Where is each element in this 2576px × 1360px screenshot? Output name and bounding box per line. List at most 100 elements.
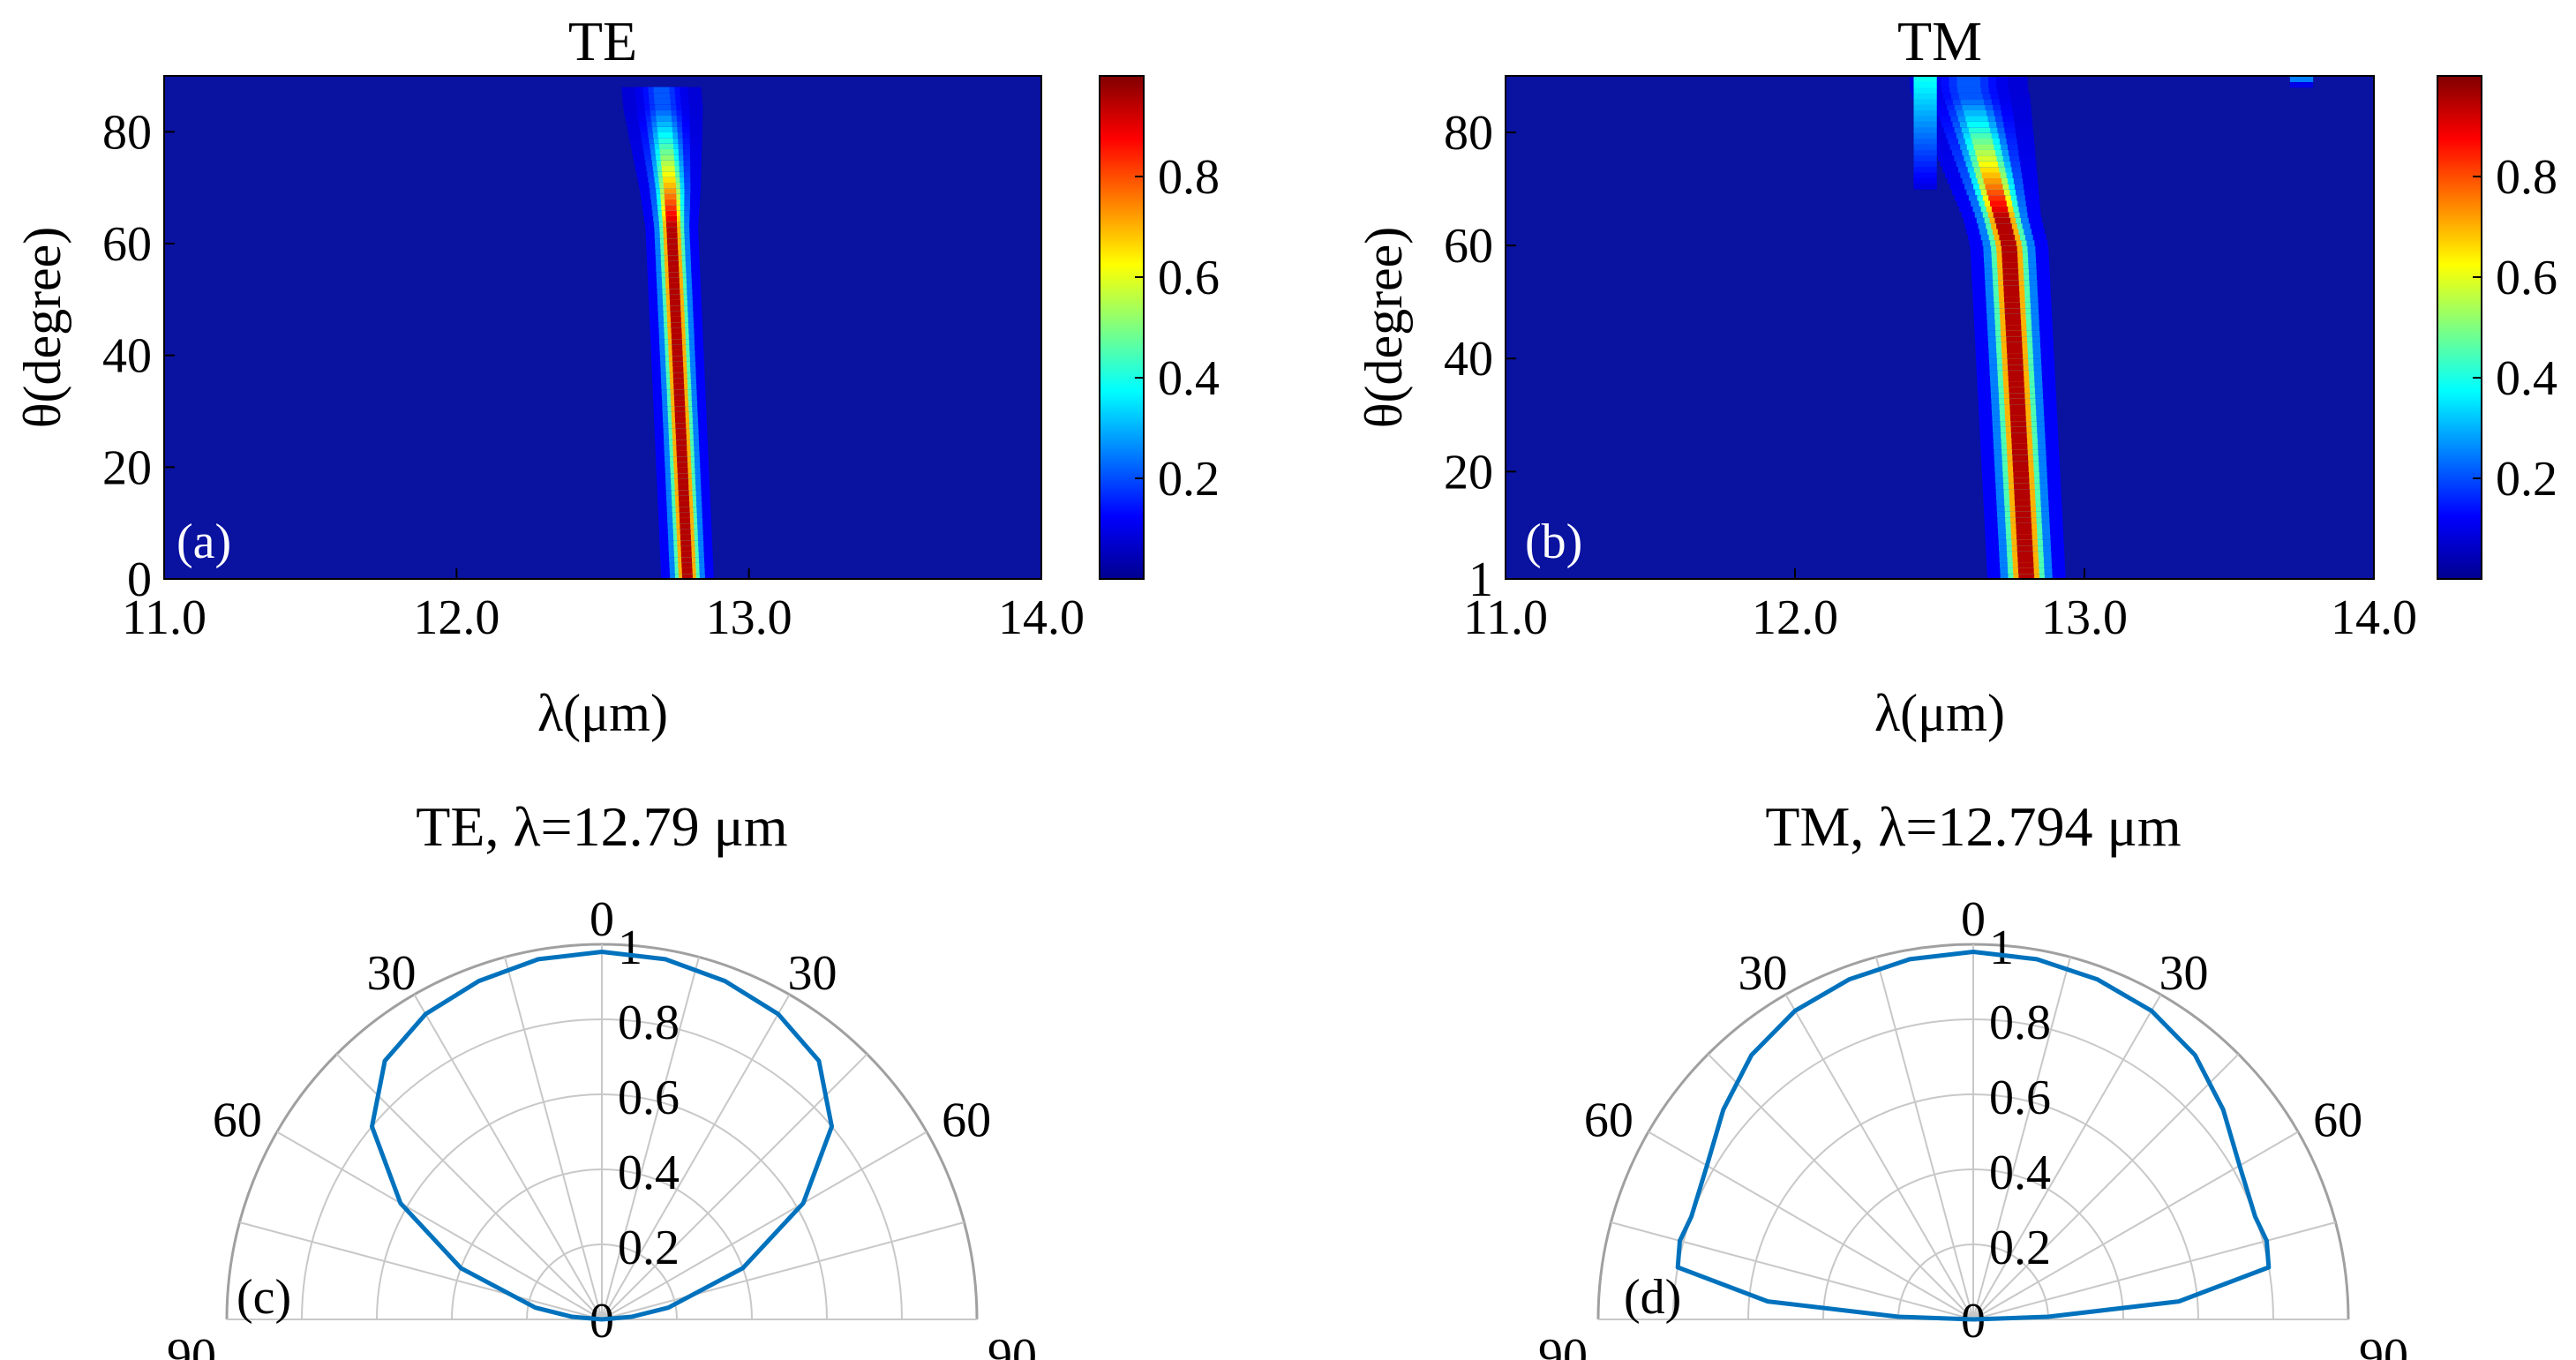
colorbar-tick-label: 0.8 xyxy=(1158,150,1220,205)
heatmap-cell xyxy=(653,86,670,94)
angle-tick-label: 90 xyxy=(2359,1329,2408,1360)
polar-grid-spoke xyxy=(1972,1131,2299,1320)
heatmap-cell xyxy=(2001,251,2018,258)
heatmap-cell xyxy=(1960,98,1985,105)
heatmap-cell xyxy=(1988,194,2006,201)
heatmap-cell xyxy=(1913,98,1937,105)
heatmap-cell xyxy=(669,282,680,289)
heatmap-cell xyxy=(656,115,672,122)
polar-grid-spoke xyxy=(1784,994,1974,1320)
heatmap-cell xyxy=(2009,409,2026,416)
heatmap-cell xyxy=(673,383,685,390)
heatmap-cell xyxy=(2009,403,2026,410)
heatmap-cell xyxy=(668,266,680,273)
heatmap-cell xyxy=(672,355,683,362)
heatmap-cell xyxy=(666,227,678,233)
heatmap-cell xyxy=(680,529,691,535)
x-tick-label: 11.0 xyxy=(122,590,207,645)
polar-grid-spoke xyxy=(1972,957,2071,1320)
chart-title: TM xyxy=(1897,10,1982,72)
axis-ticks: 11.0 12.0 13.0 14.0 0 20 40 60 80 xyxy=(102,105,1085,645)
heatmap-cell xyxy=(2018,573,2035,579)
heatmap-cell xyxy=(1913,126,1937,133)
heatmap-cell xyxy=(2289,81,2314,88)
heatmap-cell xyxy=(2289,76,2314,83)
heatmap-cell xyxy=(673,378,684,384)
polar-grid-spoke xyxy=(1875,957,1974,1320)
heatmap-cell xyxy=(1964,109,1986,116)
heatmap-cell xyxy=(670,316,681,323)
heatmap-cell xyxy=(665,199,677,206)
heatmap-cell xyxy=(2012,460,2029,467)
heatmap-cell xyxy=(657,120,672,127)
polar-grid-spoke xyxy=(1648,1131,1974,1320)
heatmap-cell xyxy=(680,545,692,552)
heatmap-cell xyxy=(2008,370,2024,376)
colorbar-tick-label: 0.4 xyxy=(1158,351,1220,406)
polar-grid-spoke xyxy=(601,1221,965,1320)
plot-frame xyxy=(163,75,1042,580)
heatmap-cell xyxy=(680,539,692,546)
heatmap-cell xyxy=(2001,239,2016,246)
radial-tick-label: 0.4 xyxy=(618,1146,680,1200)
heatmap-cell xyxy=(654,93,671,99)
heatmap-cell xyxy=(675,428,687,434)
colorbar-tick-label: 0.6 xyxy=(2496,251,2557,305)
heatmap-cell xyxy=(1913,115,1937,122)
radial-tick-label: 0.8 xyxy=(618,996,680,1050)
heatmap-cell xyxy=(667,249,679,256)
heatmap-cell xyxy=(677,462,688,468)
angle-tick-label: 60 xyxy=(213,1093,262,1148)
heatmap-cell xyxy=(2018,567,2034,575)
colorbar xyxy=(2437,75,2482,580)
heatmap-cell xyxy=(2015,500,2031,507)
heatmap-cell xyxy=(659,143,674,149)
heatmap-cell xyxy=(675,417,686,424)
heatmap-cell xyxy=(1913,143,1937,150)
heatmap-cell xyxy=(2006,342,2023,348)
heatmap-cell xyxy=(661,160,675,166)
polar-grid-spoke xyxy=(601,994,791,1320)
heatmap-cell xyxy=(681,562,693,568)
heatmap-cell xyxy=(679,495,689,501)
radial-tick-label: 1 xyxy=(618,920,642,975)
heatmap-cell xyxy=(676,439,687,446)
heatmap-cell xyxy=(665,210,677,216)
heatmap-cell xyxy=(679,500,690,507)
radial-tick-label: 0.6 xyxy=(1989,1071,2051,1125)
heatmap-cell xyxy=(2013,471,2030,478)
colorbar-tick-label: 0.2 xyxy=(2496,452,2557,507)
angle-tick-label: 90 xyxy=(1538,1329,1588,1360)
polar-series-line xyxy=(370,950,834,1322)
y-tick-label: 40 xyxy=(1444,332,1493,387)
heatmap-cell xyxy=(1913,138,1937,145)
heatmap-cell xyxy=(2003,279,2019,286)
heatmap-cell xyxy=(2009,392,2025,399)
y-tick-label: 80 xyxy=(1444,106,1493,161)
heatmap-cell xyxy=(1913,171,1937,178)
y-tick-label: 20 xyxy=(102,440,152,495)
polar-grid-spoke xyxy=(1707,1053,1974,1320)
heatmap-cell xyxy=(2010,426,2027,433)
radial-tick-label: 0.8 xyxy=(1989,996,2051,1050)
heatmap-peak xyxy=(621,86,714,579)
heatmap-cell xyxy=(663,182,676,189)
heatmap-peak xyxy=(1909,76,2314,579)
heatmap-cell xyxy=(2017,561,2034,568)
heatmap-cell xyxy=(1999,234,2016,241)
heatmap-cell xyxy=(2011,432,2027,439)
angle-tick-label: 90 xyxy=(988,1329,1037,1360)
heatmap-cell xyxy=(2004,307,2021,314)
y-tick-label: 60 xyxy=(1444,219,1493,274)
polar-grid-spoke xyxy=(601,1053,868,1320)
heatmap-cell xyxy=(666,237,678,244)
radial-tick-label: 0.6 xyxy=(618,1071,680,1125)
heatmap-cell xyxy=(1981,171,2001,178)
heatmap-cell xyxy=(1996,222,2012,229)
heatmap-cell xyxy=(680,522,691,530)
heatmap-cell xyxy=(1958,93,1983,100)
angle-tick-label: 30 xyxy=(1739,946,1788,1001)
panel-b: TM (b) 11.0 12.0 13.0 14.0 1 20 40 60 80 λ(μm) θ… xyxy=(1355,10,2557,742)
heatmap-cell xyxy=(2002,274,2019,281)
heatmap-cell xyxy=(680,517,690,524)
